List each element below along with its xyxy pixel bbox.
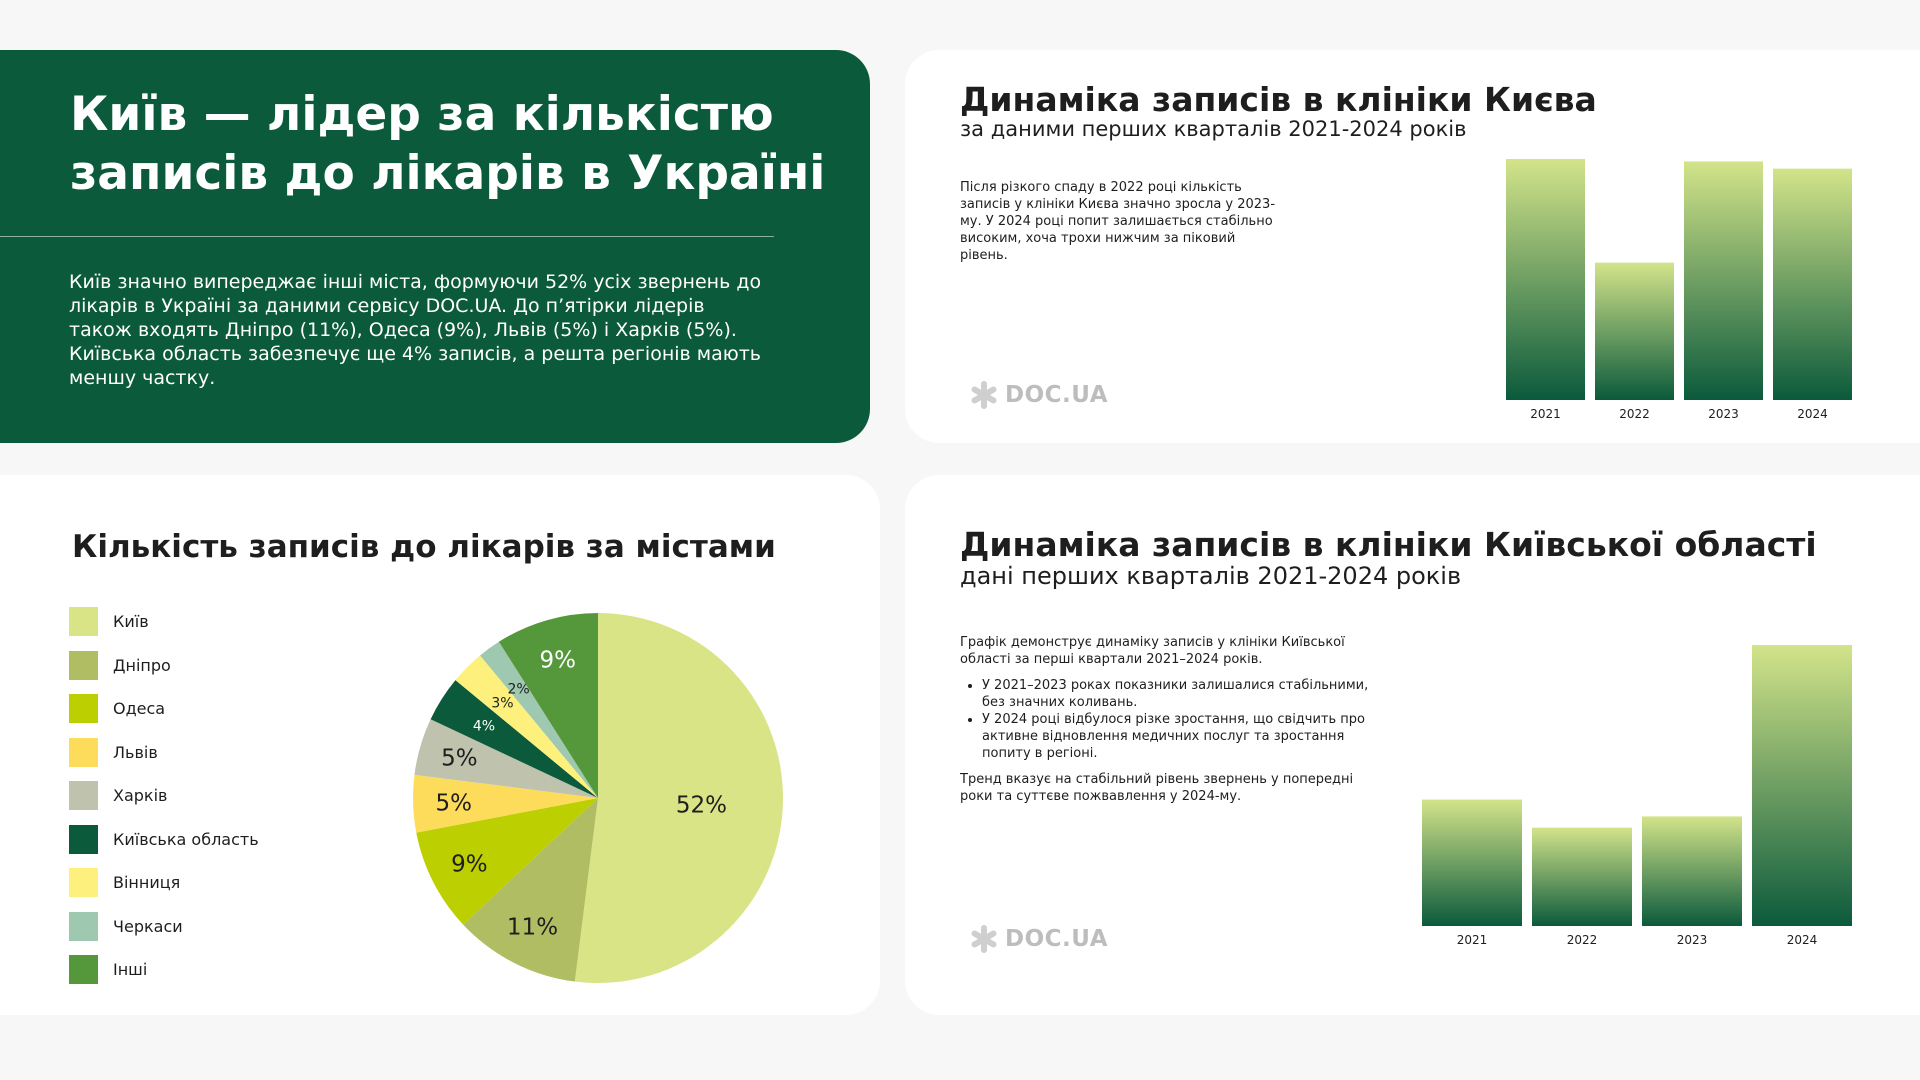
legend-label: Вінниця <box>113 873 181 892</box>
pie-slice-4 <box>414 719 598 798</box>
legend-item: Київ <box>69 607 149 636</box>
legend-item: Львів <box>69 737 158 767</box>
region-note-list: У 2021–2023 роках показники залишалися с… <box>960 677 1380 762</box>
region-tick-label: 2021 <box>1457 933 1488 947</box>
legend-item: Вінниця <box>69 868 180 897</box>
kyiv-bar-2024 <box>1773 168 1852 400</box>
legend-item: Київська область <box>69 824 259 854</box>
legend-label: Інші <box>113 960 148 979</box>
legend-swatch <box>69 694 98 723</box>
region-bar-chart: 2021 2022 2023 2024 <box>1422 645 1852 947</box>
legend-swatch <box>69 607 98 636</box>
legend-swatch <box>69 911 98 941</box>
pie-slice-8 <box>498 613 598 798</box>
pie-chart-title: Кількість записів до лікарів за містами <box>72 529 776 565</box>
region-bar-2021 <box>1422 799 1522 926</box>
region-bar-2022 <box>1532 827 1632 926</box>
kyiv-tick-label: 2023 <box>1708 407 1739 421</box>
legend-item: Дніпро <box>69 650 171 680</box>
doc-ua-logo-icon <box>971 925 997 953</box>
kyiv-chart-subtitle: за даними перших кварталів 2021-2024 рок… <box>960 117 1467 141</box>
kyiv-bar-2021 <box>1506 159 1585 400</box>
legend-label: Черкаси <box>113 916 183 936</box>
region-tick-label: 2022 <box>1567 933 1598 947</box>
region-bar-2023 <box>1642 816 1742 926</box>
hero-divider <box>0 236 774 237</box>
legend-swatch <box>69 737 98 767</box>
hero-title-line2: записів до лікарів в Україні <box>70 146 826 201</box>
legend-label: Львів <box>113 742 158 762</box>
pie-data-label: 4% <box>473 719 495 735</box>
pie-slice-6 <box>455 655 598 798</box>
pie-data-label: 3% <box>491 696 513 712</box>
legend-item: Одеса <box>69 694 165 723</box>
region-tick-label: 2023 <box>1677 933 1708 947</box>
hero-body: Київ значно випереджає інші міста, форму… <box>69 271 762 389</box>
kyiv-tick-label: 2024 <box>1797 407 1828 421</box>
pie-slice-3 <box>413 774 598 833</box>
pie-data-label: 52% <box>676 793 727 819</box>
region-chart-card: Динаміка записів в клініки Київської обл… <box>905 475 1920 1015</box>
doc-ua-logo-text: DOC.UA <box>1005 926 1109 952</box>
legend-label: Одеса <box>113 699 166 718</box>
pie-data-label: 2% <box>508 682 530 698</box>
kyiv-bar-2022 <box>1595 262 1674 400</box>
legend-label: Харків <box>113 786 168 805</box>
doc-ua-logo-text: DOC.UA <box>1005 382 1109 408</box>
legend-swatch <box>69 868 98 897</box>
pie-slice-7 <box>480 641 598 798</box>
region-tick-label: 2024 <box>1787 933 1818 947</box>
region-note-bullet: У 2024 році відбулося різке зростання, щ… <box>982 711 1380 762</box>
legend-swatch <box>69 824 98 854</box>
kyiv-chart-card: Динаміка записів в клініки Києва за дани… <box>905 50 1920 443</box>
kyiv-chart-note: Після різкого спаду в 2022 році кількіст… <box>960 180 1276 263</box>
pie-slice-1 <box>463 798 598 982</box>
kyiv-bar-2023 <box>1684 161 1763 400</box>
kyiv-tick-label: 2022 <box>1619 407 1650 421</box>
pie-data-label: 11% <box>507 915 558 941</box>
hero-title: Київ — лідер за кількістю записів до лік… <box>70 85 850 203</box>
region-note-intro: Графік демонструє динаміку записів у клі… <box>960 635 1345 667</box>
legend-swatch <box>69 650 98 680</box>
hero-card: Київ — лідер за кількістю записів до лік… <box>0 50 870 443</box>
region-chart-subtitle: дані перших кварталів 2021-2024 років <box>960 562 1462 590</box>
pie-data-label: 9% <box>451 852 488 878</box>
legend-item: Харків <box>69 781 167 810</box>
kyiv-bar-chart: 2021 2022 2023 2024 <box>1506 159 1852 421</box>
pie-chart: 52% 11% 9% 5% 5% 4% 3%2% 9% <box>413 613 783 983</box>
kyiv-chart-title: Динаміка записів в клініки Києва <box>960 80 1597 119</box>
legend-item: Інші <box>69 955 147 984</box>
legend-swatch <box>69 955 98 984</box>
region-bar-2024 <box>1752 645 1852 926</box>
legend-item: Черкаси <box>69 911 183 941</box>
doc-ua-logo: DOC.UA <box>967 378 1108 412</box>
pie-slice-5 <box>430 680 598 798</box>
region-chart-note: Графік демонструє динаміку записів у клі… <box>960 634 1380 805</box>
pie-data-label: 5% <box>436 791 473 817</box>
hero-title-line1: Київ — лідер за кількістю <box>70 87 774 142</box>
region-note-bullet: У 2021–2023 роках показники залишалися с… <box>982 677 1380 711</box>
region-chart-title: Динаміка записів в клініки Київської обл… <box>960 525 1817 564</box>
legend-label: Київська область <box>113 829 259 849</box>
legend-label: Дніпро <box>113 655 171 675</box>
pie-data-label: 5% <box>441 746 478 772</box>
region-note-outro: Тренд вказує на стабільний рівень зверне… <box>960 772 1354 804</box>
doc-ua-logo-icon <box>971 381 997 409</box>
pie-slice-0 <box>574 613 783 983</box>
doc-ua-logo: DOC.UA <box>967 922 1108 956</box>
kyiv-tick-label: 2021 <box>1530 407 1561 421</box>
pie-slice-2 <box>416 798 598 925</box>
legend-label: Київ <box>113 612 149 631</box>
pie-data-label: 9% <box>539 647 576 673</box>
legend-swatch <box>69 781 98 810</box>
